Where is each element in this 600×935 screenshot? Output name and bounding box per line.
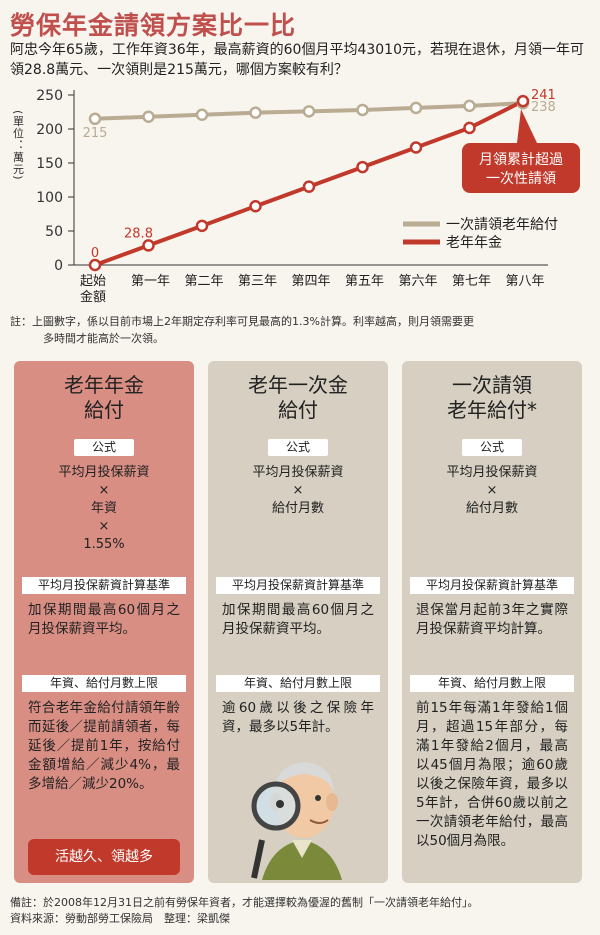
- x-tick-label: 第四年: [291, 274, 330, 289]
- y-tick-label: 250: [36, 88, 63, 104]
- old-man-illustration: [251, 762, 342, 880]
- limit-label: 年資、給付月數上限: [216, 675, 380, 692]
- x-tick-label: 第一年: [131, 274, 170, 289]
- basis-text: 加保期間最高60個月之月投保薪資平均。: [28, 602, 180, 637]
- limit-text: 符合老年金給付請領年齡而延後／提前請領者，每延後／提前1年，按給付金額增給／減少…: [28, 700, 180, 792]
- formula-operator: ×: [98, 519, 110, 534]
- y-tick-label: 50: [45, 224, 63, 240]
- y-tick-label: 0: [54, 258, 63, 274]
- callout-text: 一次性請領: [486, 170, 556, 187]
- x-tick-label: 第五年: [345, 274, 384, 289]
- column-title-line-1: 老年一次金: [248, 373, 348, 397]
- footer-source: 資料來源：勞動部勞工保險局 整理：梁凱傑: [10, 912, 230, 925]
- series-1-point: [88, 258, 102, 272]
- series-0-point: [356, 103, 369, 117]
- formula-term: 年資: [90, 501, 117, 516]
- page-title: 勞保年金請領方案比一比: [10, 11, 297, 40]
- data-label: 28.8: [124, 226, 153, 241]
- series-1-point: [302, 180, 316, 193]
- limit-label: 年資、給付月數上限: [410, 675, 574, 692]
- column-title: 老年一次金 給付: [208, 373, 388, 423]
- column-title-line-1: 老年年金: [64, 373, 144, 397]
- series-1-point: [463, 121, 476, 135]
- formula-term: 平均月投保薪資: [446, 465, 538, 480]
- legend-label: 老年年金: [446, 235, 502, 251]
- formula: 平均月投保薪資 × 給付月數: [410, 464, 574, 518]
- series-0-point: [249, 106, 262, 119]
- limit-text: 前15年每滿1年發給1個月，超過15年部分，每滿1年發給2個月，最高以45個月為…: [416, 700, 568, 849]
- footer: 備註：於2008年12月31日之前有勞保年資者，才能選擇較為優渥的舊制「一次請領…: [10, 895, 595, 927]
- formula-operator: ×: [98, 483, 110, 498]
- column-annuity: 老年年金 給付 公式 平均月投保薪資 × 年資 × 1.55% 平均月投保薪資計…: [14, 361, 194, 883]
- y-tick-label: 200: [36, 122, 63, 138]
- callout-text: 月領累計超過: [479, 151, 563, 168]
- column-title: 一次請領 老年給付*: [402, 373, 582, 423]
- x-tick-label: 第二年: [184, 274, 223, 289]
- x-tick-label: 第七年: [452, 274, 491, 289]
- series-1-point: [409, 141, 423, 154]
- data-label: 0: [91, 246, 99, 261]
- series-0-point: [195, 108, 209, 121]
- x-tick-label: 第六年: [398, 274, 437, 289]
- series-1-point: [356, 160, 369, 174]
- series-1-point: [142, 239, 155, 252]
- intro-paragraph: 阿忠今年65歲，工作年資36年，最高薪資的60個月平均43010元，若現在退休，…: [10, 42, 584, 78]
- series-0-point: [302, 105, 316, 118]
- formula-term: 平均月投保薪資: [252, 465, 344, 480]
- column-one-time: 一次請領 老年給付* 公式 平均月投保薪資 × 給付月數 平均月投保薪資計算基準…: [402, 361, 582, 883]
- basis-label: 平均月投保薪資計算基準: [216, 577, 380, 594]
- callout-pointer: [517, 109, 537, 143]
- live-longer-button[interactable]: 活越久、領越多: [28, 839, 180, 875]
- limit-text: 逾60歲以後之保險年資，最多以5年計。: [222, 700, 374, 735]
- x-tick-label: 第三年: [238, 274, 277, 289]
- footer-remark: 備註：於2008年12月31日之前有勞保年資者，才能選擇較為優渥的舊制「一次請領…: [10, 896, 479, 909]
- series-1-point: [516, 94, 530, 108]
- y-tick-label: 150: [36, 156, 63, 172]
- y-tick-label: 100: [36, 190, 63, 206]
- series-1-point: [195, 219, 209, 233]
- note-line-1: 註：上圖數字，係以目前市場上2年期定存利率可見最高的1.3%計算。利率越高，則月…: [10, 315, 474, 328]
- column-title: 老年年金 給付: [14, 373, 194, 423]
- x-tick-label: 起始: [80, 274, 106, 289]
- x-tick-label: 第八年: [505, 274, 544, 289]
- series-0-point: [142, 110, 155, 124]
- x-tick-label: 金額: [80, 289, 106, 305]
- column-title-line-1: 一次請領: [452, 373, 532, 397]
- chart-note: 註：上圖數字，係以目前市場上2年期定存利率可見最高的1.3%計算。利率越高，則月…: [10, 313, 592, 347]
- line-chart: (單位：萬元) 050100150200250起始金額第一年 第二年 第三年 第四年第…: [12, 88, 580, 305]
- data-label: 241: [531, 88, 556, 103]
- formula-operator: ×: [292, 483, 304, 498]
- formula: 平均月投保薪資 × 給付月數: [216, 464, 380, 518]
- basis-label: 平均月投保薪資計算基準: [410, 577, 574, 594]
- data-label: 215: [83, 126, 108, 141]
- formula: 平均月投保薪資 × 年資 × 1.55%: [22, 464, 186, 554]
- data-label: 238: [531, 100, 556, 115]
- formula-operator: ×: [486, 483, 498, 498]
- y-axis-label: (單位：萬元): [12, 110, 25, 181]
- formula-term: 給付月數: [465, 501, 518, 516]
- basis-label: 平均月投保薪資計算基準: [22, 577, 186, 594]
- series-0-point: [463, 99, 476, 113]
- formula-label: 公式: [268, 439, 328, 456]
- column-title-line-2: 給付: [278, 398, 318, 422]
- note-line-2: 多時間才能高於一次領。: [43, 332, 164, 345]
- formula-term: 平均月投保薪資: [58, 465, 150, 480]
- callout-box: [462, 143, 580, 193]
- formula-term: 1.55%: [83, 537, 125, 552]
- formula-label: 公式: [74, 439, 134, 456]
- limit-label: 年資、給付月數上限: [22, 675, 186, 692]
- column-title-line-2: 老年給付*: [447, 398, 537, 422]
- column-title-line-2: 給付: [84, 398, 124, 422]
- formula-label: 公式: [462, 439, 522, 456]
- formula-term: 給付月數: [271, 501, 324, 516]
- basis-text: 加保期間最高60個月之月投保薪資平均。: [222, 602, 374, 637]
- series-0-point: [409, 101, 423, 115]
- series-0-point: [88, 112, 102, 126]
- series-1-point: [249, 199, 262, 213]
- legend-label: 一次請領老年給付: [446, 216, 558, 233]
- basis-text: 退保當月起前3年之實際月投保薪資平均計算。: [416, 602, 568, 637]
